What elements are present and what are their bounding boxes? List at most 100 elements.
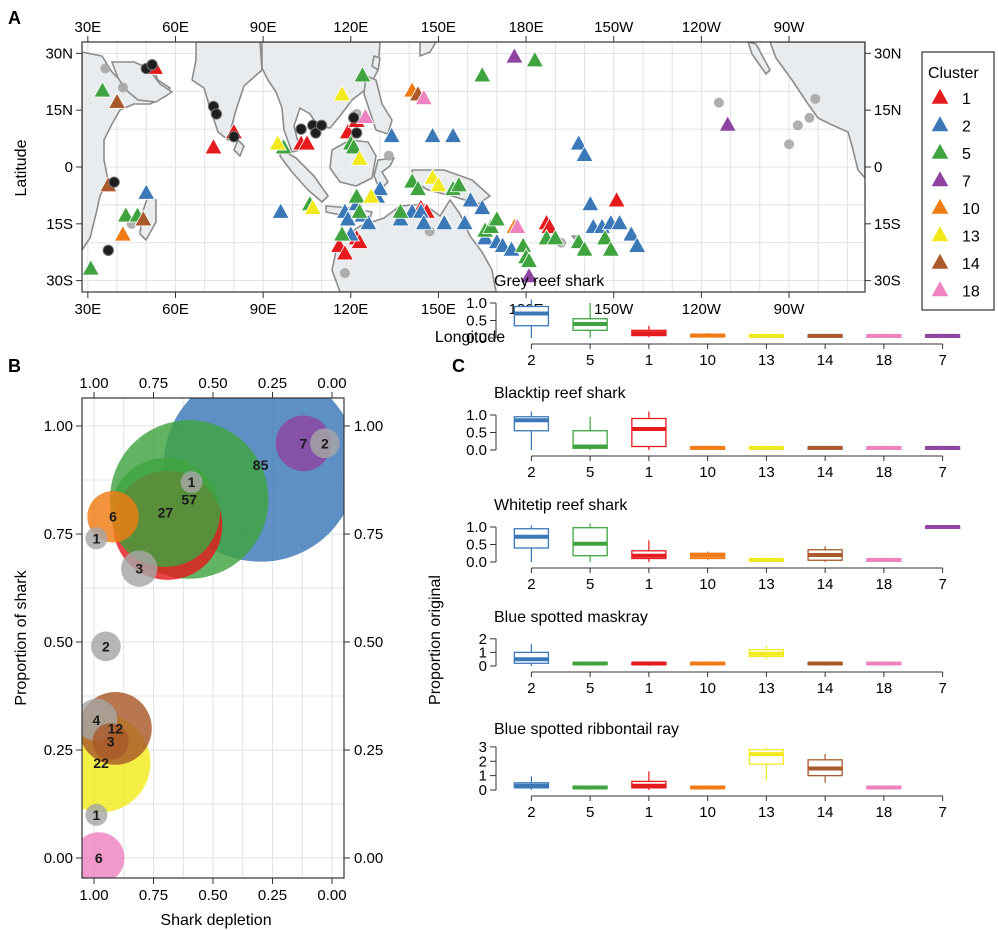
bubble-n-6 bbox=[82, 832, 125, 878]
legend-label-13: 13 bbox=[962, 229, 980, 246]
map-point-black bbox=[210, 108, 223, 120]
map-point-black bbox=[315, 119, 328, 132]
boxplot-y-axis-label: Proportion original bbox=[427, 575, 444, 705]
bubble-x-tick-label-top: 0.25 bbox=[258, 375, 287, 392]
boxplot-box-5 bbox=[572, 527, 608, 557]
map-point-cluster-5 bbox=[525, 50, 545, 68]
map-point-cluster-5 bbox=[487, 209, 507, 227]
bubble-n-1 bbox=[180, 471, 203, 494]
map-x-tick-label: 90W bbox=[774, 301, 806, 318]
legend-swatch-7 bbox=[930, 169, 950, 188]
boxplot-y-tick-label: 0 bbox=[479, 658, 487, 675]
map-x-tick-label: 120W bbox=[682, 301, 722, 318]
map-x-tick-label-top: 180E bbox=[509, 19, 544, 36]
map-x-tick-label: 120E bbox=[333, 301, 368, 318]
boxplot-x-tick-label: 13 bbox=[758, 680, 775, 697]
boxplot-y-tick-label: 1.0 bbox=[466, 519, 487, 536]
map-point-cluster-5 bbox=[391, 202, 410, 219]
boxplot-x-tick-label: 10 bbox=[699, 352, 716, 369]
map-point-cluster-5 bbox=[350, 202, 369, 219]
legend-swatch-18 bbox=[930, 279, 950, 298]
bubble-x-tick-label: 0.00 bbox=[317, 887, 346, 904]
boxplot-x-tick-label: 7 bbox=[938, 804, 946, 821]
map-point-cluster-13 bbox=[350, 149, 369, 166]
bubble-n-1 bbox=[85, 527, 108, 550]
legend-label-2: 2 bbox=[962, 119, 971, 136]
bubble-label: 85 bbox=[253, 457, 269, 473]
boxplot-x-tick-label: 2 bbox=[527, 576, 535, 593]
boxplot-x-tick-label: 10 bbox=[699, 804, 716, 821]
boxplot-y-tick-label: 0.0 bbox=[466, 330, 487, 347]
bubble-n-2 bbox=[91, 631, 121, 662]
boxplot-y-tick-label: 1.0 bbox=[466, 407, 487, 424]
map-y-tick-label-right: 0 bbox=[874, 159, 882, 176]
boxplot-y-tick-label: 0.0 bbox=[466, 442, 487, 459]
panel-label-b: B bbox=[8, 356, 21, 376]
bubble-x-tick-label-top: 0.00 bbox=[317, 375, 346, 392]
boxplot-y-tick-label: 1 bbox=[479, 768, 487, 785]
boxplot-y-tick-label: 0.5 bbox=[466, 537, 487, 554]
map-point-unclustered bbox=[804, 112, 815, 123]
map-point-cluster-14 bbox=[134, 209, 153, 227]
boxplot-x-tick-label: 5 bbox=[586, 464, 594, 481]
boxplot-x-tick-label: 18 bbox=[876, 680, 893, 697]
map-point-black bbox=[350, 127, 363, 139]
map-point-cluster-5 bbox=[595, 228, 615, 246]
map-x-tick-label-top: 120W bbox=[682, 19, 722, 36]
map-x-tick-label-top: 30E bbox=[74, 19, 101, 36]
bubble-n-7 bbox=[275, 415, 332, 472]
legend-swatch-13 bbox=[930, 224, 950, 243]
boxplot-x-tick-label: 2 bbox=[527, 352, 535, 369]
boxplot-box-2 bbox=[513, 305, 550, 327]
map-point-cluster-5 bbox=[408, 179, 428, 196]
bubble-n-2 bbox=[310, 428, 340, 459]
panel-label-c: C bbox=[452, 356, 465, 376]
map-point-cluster-13 bbox=[303, 198, 322, 215]
boxplot-x-tick-label: 10 bbox=[699, 680, 716, 697]
boxplot-x-tick-label: 14 bbox=[817, 464, 834, 481]
boxplot-x-tick-label: 13 bbox=[758, 464, 775, 481]
map-point-cluster-18 bbox=[356, 107, 375, 124]
map-point-cluster-13 bbox=[429, 175, 448, 193]
map-point-cluster-5 bbox=[473, 65, 492, 83]
map-y-tick-label: 15S bbox=[46, 216, 73, 233]
map-point-black bbox=[108, 176, 120, 188]
map-point-cluster-1 bbox=[335, 243, 355, 261]
boxplot-y-tick-label: 3 bbox=[479, 739, 487, 756]
map-point-cluster-1 bbox=[540, 217, 559, 234]
map-point-black bbox=[310, 127, 322, 139]
bubble-x-axis-label: Shark depletion bbox=[160, 912, 271, 929]
map-x-tick-label-top: 60E bbox=[162, 19, 189, 36]
bubble-n-1 bbox=[85, 803, 108, 826]
bubble-label: 2 bbox=[321, 435, 329, 451]
boxplot-x-tick-label: 14 bbox=[817, 352, 834, 369]
boxplot-y-tick-label: 1.0 bbox=[466, 295, 487, 312]
map-point-unclustered bbox=[713, 97, 724, 108]
map-point-black bbox=[228, 130, 240, 143]
boxplot-x-tick-label: 5 bbox=[586, 804, 594, 821]
boxplot-y-tick-label: 2 bbox=[479, 753, 487, 770]
boxplot-box-13 bbox=[748, 749, 785, 765]
legend-label-1: 1 bbox=[962, 91, 971, 108]
boxplot-0: Grey reef shark 0.00.51.0 2 5 1 10 13 14 18 7 bbox=[466, 273, 961, 369]
map-x-tick-label-top: 90W bbox=[774, 19, 806, 36]
bubble-x-tick-label-top: 1.00 bbox=[79, 375, 108, 392]
boxplot-x-tick-label: 7 bbox=[938, 352, 946, 369]
legend-swatch-14 bbox=[930, 252, 950, 270]
boxplot-x-tick-label: 2 bbox=[527, 680, 535, 697]
boxplot-y-tick-label: 0 bbox=[479, 782, 487, 799]
map-point-cluster-5 bbox=[116, 205, 136, 223]
boxplot-x-tick-label: 7 bbox=[938, 576, 946, 593]
panel-label-a: A bbox=[8, 8, 21, 28]
map-point-cluster-5 bbox=[513, 236, 533, 253]
boxplot-x-tick-label: 7 bbox=[938, 680, 946, 697]
boxplot-y-tick-label: 0.0 bbox=[466, 554, 487, 571]
boxplot-x-tick-label: 18 bbox=[876, 352, 893, 369]
boxplot-x-tick-label: 1 bbox=[645, 804, 653, 821]
boxplot-title: Blue spotted maskray bbox=[494, 609, 648, 626]
